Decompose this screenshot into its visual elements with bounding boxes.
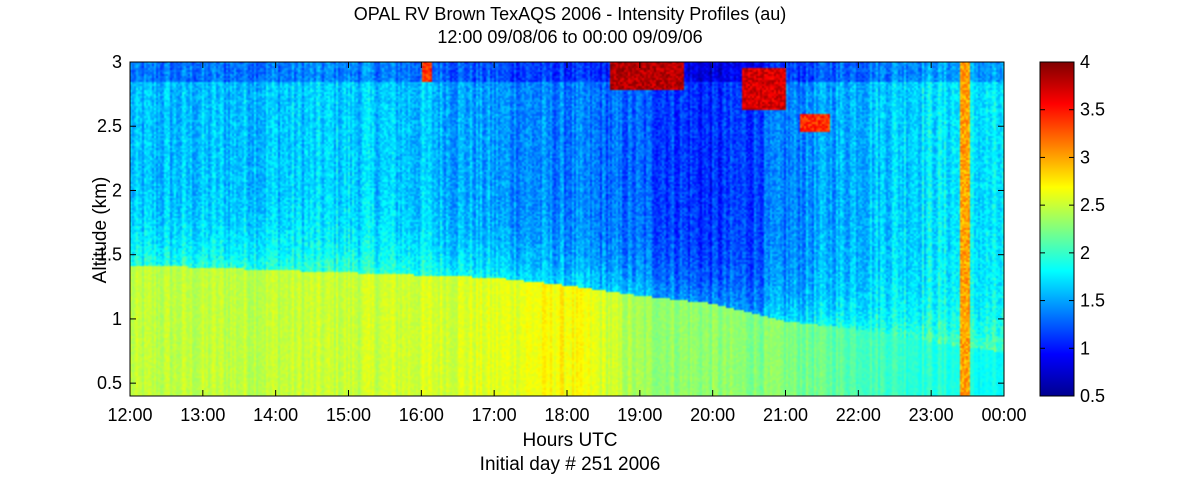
colorbar-tick-label: 0.5 — [1080, 386, 1105, 406]
colorbar-ticks: 0.5 1 1.5 2 2.5 3 3.5 4 — [1040, 52, 1105, 406]
y-tick-label: 1 — [112, 309, 122, 329]
x-tick-label: 00:00 — [981, 405, 1026, 425]
y-tick-label: 1.5 — [97, 245, 122, 265]
x-tick-label: 23:00 — [909, 405, 954, 425]
colorbar-gradient — [1039, 61, 1075, 397]
colorbar-tick-label: 4 — [1080, 52, 1090, 72]
x-tick-label: 22:00 — [836, 405, 881, 425]
colorbar-tick-label: 1 — [1080, 338, 1090, 358]
x-tick-label: 13:00 — [180, 405, 225, 425]
heatmap-image — [130, 62, 1004, 396]
colorbar-tick-label: 2.5 — [1080, 195, 1105, 215]
x-tick-label: 16:00 — [399, 405, 444, 425]
colorbar-tick-label: 3 — [1080, 147, 1090, 167]
y-axis: 0.5 1 1.5 2 2.5 3 — [97, 52, 1004, 393]
x-tick-label: 15:00 — [326, 405, 371, 425]
x-axis-label: Hours UTC — [522, 430, 617, 451]
x-tick-label: 21:00 — [763, 405, 808, 425]
x-axis: 12:00 13:00 14:00 15:00 16:00 17:00 18:00 19:00… — [107, 62, 1027, 425]
x-tick-label: 17:00 — [472, 405, 517, 425]
y-tick-label: 2 — [112, 180, 122, 200]
colorbar-tick-label: 3.5 — [1080, 100, 1105, 120]
y-tick-label: 3 — [112, 52, 122, 72]
colorbar: 0.5 1 1.5 2 2.5 3 3.5 4 — [1039, 52, 1105, 406]
x-tick-label: 12:00 — [107, 405, 152, 425]
chart-subtitle: 12:00 09/08/06 to 00:00 09/09/06 — [437, 27, 702, 47]
y-tick-label: 2.5 — [97, 116, 122, 136]
y-tick-label: 0.5 — [97, 373, 122, 393]
x-tick-label: 19:00 — [617, 405, 662, 425]
x-axis-sublabel: Initial day # 251 2006 — [480, 454, 661, 475]
heatmap-area — [129, 61, 1005, 397]
x-tick-label: 14:00 — [253, 405, 298, 425]
colorbar-tick-label: 1.5 — [1080, 291, 1105, 311]
chart-title: OPAL RV Brown TexAQS 2006 - Intensity Pr… — [354, 4, 787, 24]
x-tick-label: 18:00 — [544, 405, 589, 425]
y-axis-label: Altitude (km) — [90, 177, 111, 284]
x-tick-label: 20:00 — [690, 405, 735, 425]
colorbar-tick-label: 2 — [1080, 243, 1090, 263]
